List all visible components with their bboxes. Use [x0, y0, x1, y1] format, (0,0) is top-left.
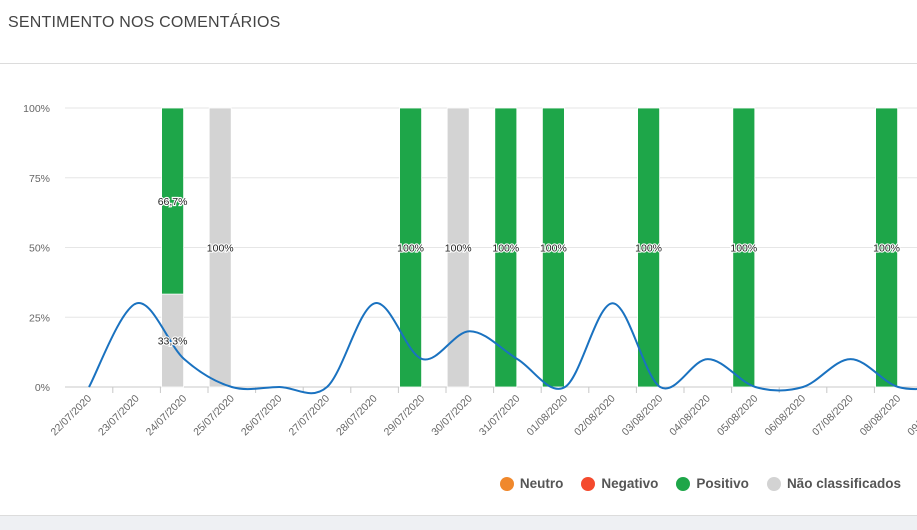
x-tick-label: 05/08/2020 — [715, 393, 761, 439]
x-tick-label: 02/08/2020 — [572, 393, 618, 439]
bar-nao_classificados — [208, 107, 232, 388]
x-tick-label: 31/07/2020 — [477, 393, 523, 439]
x-tick-label: 28/07/2020 — [334, 393, 380, 439]
x-tick-label: 03/08/2020 — [620, 393, 666, 439]
x-tick-label: 26/07/2020 — [239, 393, 285, 439]
x-tick-label: 01/08/2020 — [524, 393, 570, 439]
chart-legend: Neutro Negativo Positivo Não classificados — [499, 476, 901, 491]
data-label: 66,7% — [158, 196, 188, 208]
x-tick-label: 04/08/2020 — [667, 393, 713, 439]
bar-positivo — [161, 107, 185, 295]
legend-item-negativo[interactable]: Negativo — [581, 476, 658, 491]
legend-marker — [499, 476, 514, 491]
x-tick-label: 08/08/2020 — [858, 393, 904, 439]
legend-label: Não classificados — [786, 476, 901, 491]
y-tick-label: 75% — [29, 173, 50, 185]
x-tick-label: 29/07/2020 — [382, 393, 428, 439]
data-label: 100% — [873, 243, 900, 255]
legend-label: Neutro — [519, 476, 564, 491]
data-label: 100% — [492, 243, 519, 255]
data-label: 100% — [540, 243, 567, 255]
legend-marker — [766, 476, 781, 491]
sentiment-chart: 0% 25% 50% 75% 100% 66,7% 33,3% 100% 100% 100% 100… — [23, 103, 917, 439]
x-tick-label: 24/07/2020 — [144, 393, 190, 439]
data-label: 100% — [445, 243, 472, 255]
card-header: SENTIMENTO NOS COMENTÁRIOS — [0, 0, 917, 64]
y-tick-label: 0% — [35, 382, 50, 394]
footer-band — [0, 515, 917, 530]
x-tick-label: 22/07/2020 — [48, 393, 94, 439]
data-label: 100% — [207, 243, 234, 255]
x-tick-label: 23/07/2020 — [96, 393, 142, 439]
legend-marker — [581, 476, 596, 491]
legend-label: Positivo — [696, 476, 749, 491]
y-tick-label: 50% — [29, 243, 50, 255]
legend-item-positivo[interactable]: Positivo — [676, 476, 749, 491]
x-tick-label: 07/08/2020 — [810, 393, 856, 439]
legend-label: Negativo — [601, 476, 659, 491]
x-tick-label: 30/07/2020 — [429, 393, 475, 439]
chart-title: SENTIMENTO NOS COMENTÁRIOS — [8, 14, 281, 31]
legend-marker — [676, 476, 691, 491]
data-label: 33,3% — [158, 336, 188, 348]
bar-positivo — [875, 107, 898, 388]
y-tick-label: 25% — [29, 312, 50, 324]
y-tick-label: 100% — [23, 103, 50, 115]
data-label: 100% — [397, 243, 424, 255]
data-label: 100% — [730, 243, 757, 255]
legend-item-nao_classificados[interactable]: Não classificados — [766, 476, 901, 491]
x-tick-label: 09/08/2020 — [905, 393, 917, 439]
bar-positivo — [732, 107, 756, 388]
x-tick-label: 27/07/2020 — [286, 393, 332, 439]
x-tick-label: 25/07/2020 — [191, 393, 237, 439]
x-tick-label: 06/08/2020 — [762, 393, 808, 439]
trend-line — [88, 302, 917, 395]
bar-positivo — [494, 107, 518, 388]
legend-item-neutro[interactable]: Neutro — [499, 476, 564, 491]
data-label: 100% — [635, 243, 662, 255]
bar-nao_classificados — [446, 107, 470, 388]
sentiment-card: SENTIMENTO NOS COMENTÁRIOS 0% 25% 50% 75% 10… — [0, 0, 917, 491]
bar-positivo — [637, 107, 660, 388]
bar-positivo — [399, 107, 423, 388]
